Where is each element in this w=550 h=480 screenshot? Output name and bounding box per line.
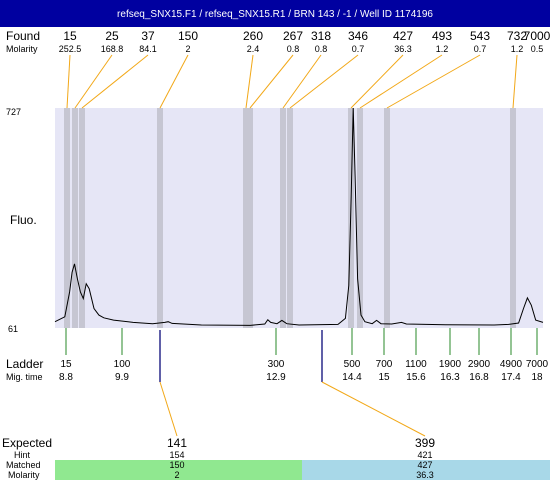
molarity-bottom-label: Molarity — [8, 470, 40, 480]
hint-label: Hint — [14, 450, 31, 460]
found-peak-band — [72, 108, 78, 328]
found-peak-molarity: 1.2 — [436, 44, 449, 54]
ladder-size: 4900 — [500, 359, 523, 370]
ladder-size: 1100 — [405, 359, 427, 370]
found-peak-molarity: 0.7 — [352, 44, 365, 54]
found-peak-leader — [289, 54, 359, 109]
expected-size: 399 — [415, 436, 435, 450]
found-peak-leader — [512, 54, 518, 109]
found-peak-band — [287, 108, 293, 328]
expected-molarity: 36.3 — [416, 470, 434, 480]
header-bar — [0, 0, 550, 27]
ladder-size: 500 — [344, 359, 361, 370]
found-peak-band — [247, 108, 253, 328]
plot-area — [55, 108, 543, 328]
ladder-size: 100 — [114, 359, 131, 370]
found-peak-molarity: 36.3 — [394, 44, 412, 54]
found-peak-size: 427 — [393, 29, 413, 43]
expected-size: 141 — [167, 436, 187, 450]
found-peak-band — [384, 108, 390, 328]
found-peak-leader — [159, 54, 189, 109]
found-peak-leader — [386, 54, 481, 109]
found-peak-molarity: 0.8 — [287, 44, 300, 54]
matched-bar — [55, 460, 302, 480]
ladder-mig-time: 14.4 — [342, 372, 362, 383]
matched-value: 150 — [169, 460, 184, 470]
found-peak-leader — [350, 54, 404, 109]
ladder-mig-time: 12.9 — [266, 372, 286, 383]
found-peak-band — [243, 108, 249, 328]
found-peak-molarity: 0.7 — [474, 44, 487, 54]
molarity-label: Molarity — [6, 44, 38, 54]
ladder-mig-time: 8.8 — [59, 372, 73, 383]
found-peak-leader — [245, 54, 254, 109]
found-peak-size: 260 — [243, 29, 263, 43]
matched-label: Matched — [6, 460, 41, 470]
found-peak-molarity: 0.5 — [531, 44, 544, 54]
ladder-mig-time: 18 — [531, 372, 543, 383]
expected-leader — [321, 381, 426, 437]
ladder-size: 15 — [60, 359, 72, 370]
found-peak-band — [357, 108, 363, 328]
ladder-size: 300 — [268, 359, 285, 370]
found-peak-size: 7000 — [524, 29, 550, 43]
found-peak-molarity: 0.8 — [315, 44, 328, 54]
matched-bar — [302, 460, 550, 480]
found-peak-leader — [66, 54, 71, 109]
found-peak-band — [79, 108, 85, 328]
found-peak-band — [510, 108, 516, 328]
fluo-axis-label: Fluo. — [10, 213, 37, 227]
y-tick-max: 727 — [6, 107, 21, 117]
found-peak-leader — [359, 54, 443, 109]
ladder-size: 7000 — [526, 359, 549, 370]
found-peak-size: 25 — [105, 29, 119, 43]
hint-value: 421 — [417, 450, 432, 460]
ladder-mig-time: 15.6 — [406, 372, 426, 383]
ladder-size: 700 — [376, 359, 393, 370]
found-peak-band — [157, 108, 163, 328]
found-peak-leader — [249, 54, 294, 109]
ladder-size: 2900 — [468, 359, 491, 370]
found-peak-size: 493 — [432, 29, 452, 43]
found-peak-leader — [81, 54, 149, 109]
found-peak-molarity: 2.4 — [247, 44, 260, 54]
found-peak-leader — [74, 54, 113, 109]
found-label: Found — [6, 29, 40, 43]
ladder-mig-time: 9.9 — [115, 372, 129, 383]
found-peak-size: 37 — [141, 29, 155, 43]
expected-molarity: 2 — [174, 470, 179, 480]
ladder-mig-time: 16.3 — [440, 372, 460, 383]
found-peak-molarity: 1.2 — [511, 44, 524, 54]
y-tick-min: 61 — [8, 324, 18, 334]
ladder-mig-time: 16.8 — [469, 372, 489, 383]
expected-label: Expected — [2, 436, 52, 450]
found-peak-band — [64, 108, 70, 328]
found-peak-leader — [282, 54, 322, 109]
ladder-mig-time: 15 — [378, 372, 390, 383]
found-peak-size: 267 — [283, 29, 303, 43]
chart-title: refseq_SNX15.F1 / refseq_SNX15.R1 / BRN … — [117, 9, 433, 20]
ladder-label: Ladder — [6, 357, 43, 371]
ladder-mig-time: 17.4 — [501, 372, 521, 383]
found-peak-molarity: 252.5 — [59, 44, 82, 54]
ladder-size: 1900 — [439, 359, 462, 370]
found-peak-size: 15 — [63, 29, 77, 43]
found-peak-band — [280, 108, 286, 328]
found-peak-molarity: 2 — [185, 44, 190, 54]
found-peak-molarity: 84.1 — [139, 44, 157, 54]
found-peak-size: 732 — [507, 29, 527, 43]
fluorescence-trace — [54, 107, 544, 326]
expected-leader — [159, 381, 178, 437]
mig-time-label: Mig. time — [6, 372, 43, 382]
matched-value: 427 — [417, 460, 432, 470]
found-peak-molarity: 168.8 — [101, 44, 124, 54]
found-peak-size: 543 — [470, 29, 490, 43]
found-peak-size: 346 — [348, 29, 368, 43]
hint-value: 154 — [169, 450, 184, 460]
found-peak-size: 318 — [311, 29, 331, 43]
found-peak-size: 150 — [178, 29, 198, 43]
